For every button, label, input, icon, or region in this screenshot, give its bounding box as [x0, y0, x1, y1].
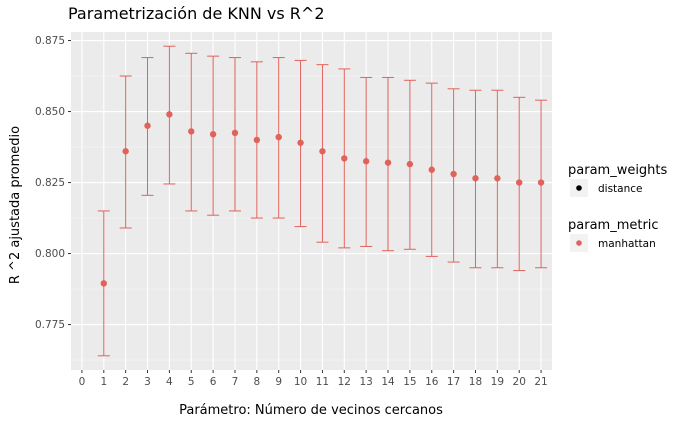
data-point — [166, 111, 173, 118]
x-tick-label: 0 — [79, 376, 86, 388]
data-point — [362, 158, 370, 165]
data-points — [100, 111, 545, 287]
y-tick-label: 0.800 — [35, 248, 65, 260]
x-tick-label: 14 — [381, 376, 395, 388]
data-point — [319, 148, 326, 155]
x-tick-label: 8 — [253, 376, 260, 388]
data-point — [231, 129, 239, 137]
data-point — [188, 128, 195, 135]
x-tick-label: 5 — [188, 376, 195, 388]
data-point — [472, 175, 479, 182]
x-tick-label: 13 — [359, 376, 372, 388]
x-tick-label: 20 — [513, 376, 526, 388]
x-tick-label: 9 — [275, 376, 282, 388]
x-tick-label: 18 — [469, 376, 482, 388]
data-point — [209, 131, 217, 138]
x-tick-label: 10 — [294, 376, 307, 388]
data-point — [450, 170, 457, 178]
y-tick-label: 0.825 — [35, 177, 65, 189]
data-point — [100, 280, 107, 287]
x-tick-label: 7 — [232, 376, 239, 388]
data-point — [406, 160, 414, 168]
x-tick-label: 21 — [534, 376, 547, 388]
data-point — [341, 155, 348, 162]
x-tick-label: 4 — [166, 376, 173, 388]
y-axis-title: R ^2 ajustada promedio — [8, 126, 23, 284]
y-tick-label: 0.875 — [35, 35, 65, 47]
x-axis-ticks: 0 1 2 3 4 5 6 7 8 9 10 11 12 13 14 15 16 17 18 19 20 21 — [79, 370, 548, 388]
x-tick-label: 2 — [122, 376, 129, 388]
data-point — [253, 136, 261, 144]
data-point — [297, 139, 304, 146]
x-tick-label: 16 — [425, 376, 439, 388]
data-point — [384, 159, 392, 166]
legend-marker-distance — [576, 185, 582, 191]
x-tick-label: 1 — [100, 376, 107, 388]
legend-label-distance: distance — [598, 183, 643, 195]
x-tick-label: 17 — [447, 376, 460, 388]
x-tick-label: 12 — [338, 376, 351, 388]
y-tick-label: 0.775 — [35, 319, 65, 331]
y-tick-label: 0.850 — [35, 106, 65, 118]
legend-title-metric: param_metric — [568, 218, 659, 233]
data-point — [428, 166, 435, 173]
legend-label-manhattan: manhattan — [598, 238, 656, 250]
legend-marker-manhattan — [576, 240, 582, 246]
plot-panel — [71, 32, 552, 370]
x-tick-label: 3 — [144, 376, 151, 388]
data-point — [144, 122, 151, 129]
x-tick-label: 6 — [210, 376, 217, 388]
data-point — [122, 148, 129, 155]
data-point — [537, 179, 545, 186]
x-tick-label: 15 — [403, 376, 416, 388]
legend: param_weights distance param_metric manh… — [568, 163, 668, 252]
x-axis-title: Parámetro: Número de vecinos cercanos — [179, 403, 443, 418]
data-point — [516, 179, 523, 186]
data-point — [494, 175, 501, 182]
x-tick-label: 19 — [491, 376, 504, 388]
x-tick-label: 11 — [316, 376, 329, 388]
data-point — [275, 133, 282, 141]
legend-title-weights: param_weights — [568, 163, 668, 178]
chart-title: Parametrización de KNN vs R^2 — [68, 4, 325, 23]
y-axis-ticks: 0.775 0.800 0.825 0.850 0.875 — [35, 35, 71, 331]
